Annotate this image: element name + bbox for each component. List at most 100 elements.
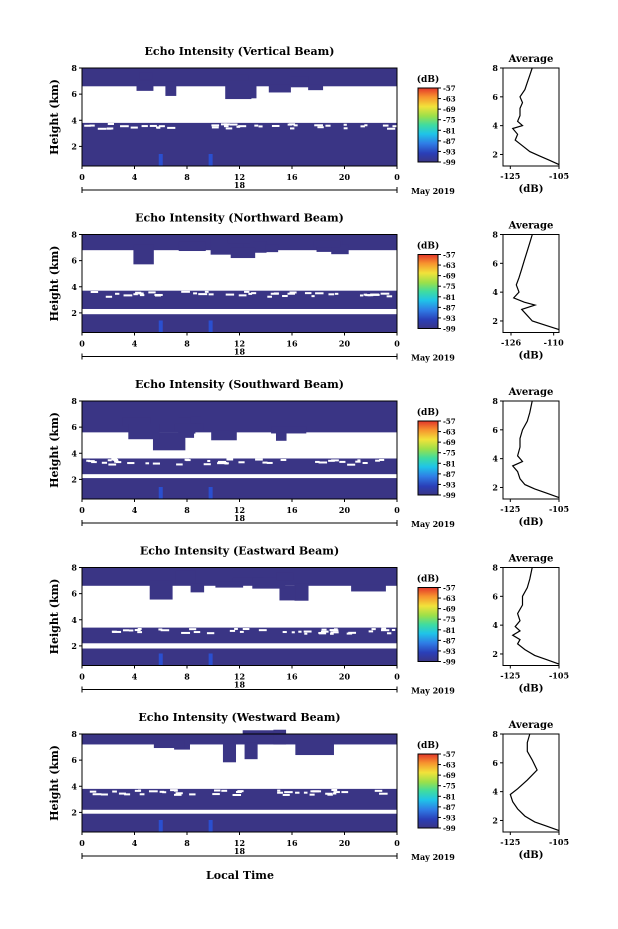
echo-band bbox=[82, 314, 397, 333]
echo-gap bbox=[333, 791, 340, 794]
echo-gap bbox=[238, 125, 247, 128]
x-tick-label: 4 bbox=[132, 339, 138, 349]
colorbar-tick-label: -75 bbox=[443, 782, 456, 791]
echo-gap bbox=[128, 629, 134, 632]
colorbar-tick-label: -75 bbox=[443, 615, 456, 624]
echo-gap bbox=[333, 628, 338, 631]
echo-gap bbox=[137, 631, 143, 634]
echo-gap bbox=[315, 292, 324, 295]
echo-patch bbox=[244, 740, 258, 760]
echo-gap bbox=[217, 462, 225, 465]
colorbar-tick-label: -99 bbox=[443, 325, 456, 334]
y-tick-label: 6 bbox=[71, 89, 77, 99]
colorbar-tick-label: -69 bbox=[443, 105, 456, 114]
echo-gap bbox=[318, 461, 328, 464]
echo-gap bbox=[327, 793, 333, 796]
y-tick-label: 2 bbox=[71, 807, 77, 817]
avg-x-tick-label: -125 bbox=[500, 171, 520, 181]
avg-y-tick-label: 8 bbox=[492, 729, 498, 739]
echo-patch bbox=[233, 734, 260, 743]
echo-gap bbox=[220, 123, 230, 126]
avg-x-tick-label: -105 bbox=[549, 671, 569, 681]
echo-gap bbox=[204, 290, 209, 293]
colorbar-tick-label: -69 bbox=[443, 272, 456, 281]
echo-gap bbox=[181, 290, 190, 293]
echo-gap bbox=[360, 125, 365, 128]
echo-patch bbox=[133, 244, 154, 265]
echo-gap bbox=[357, 459, 361, 462]
date-day: 18 bbox=[234, 846, 246, 856]
colorbar-tick-label: -81 bbox=[443, 459, 456, 468]
echo-band bbox=[82, 813, 397, 832]
average-frame bbox=[502, 67, 560, 167]
echo-gap bbox=[225, 127, 233, 130]
echo-gap bbox=[105, 295, 113, 298]
date-day: 18 bbox=[234, 180, 246, 190]
echo-gap bbox=[339, 460, 346, 463]
echo-gap bbox=[185, 459, 191, 462]
echo-gap bbox=[211, 126, 219, 129]
colorbar-tick-label: -57 bbox=[443, 750, 456, 759]
date-day: 18 bbox=[234, 347, 246, 357]
echo-gap bbox=[258, 125, 263, 128]
echo-gap bbox=[120, 125, 129, 128]
echo-gap bbox=[158, 125, 165, 128]
date-day: 18 bbox=[234, 680, 246, 690]
colorbar-tick-label: -57 bbox=[443, 251, 456, 260]
average-profile-line bbox=[511, 400, 560, 499]
echo-patch bbox=[276, 572, 294, 581]
x-tick-label: 20 bbox=[339, 505, 351, 515]
average-profile-line bbox=[511, 67, 560, 166]
panel-title: Echo Intensity (Westward Beam) bbox=[138, 711, 340, 724]
echo-gap bbox=[139, 793, 145, 796]
echo-band bbox=[82, 627, 397, 644]
echo-patch bbox=[295, 736, 334, 756]
echo-patch bbox=[149, 580, 173, 600]
echo-gap bbox=[391, 628, 396, 631]
echo-gap bbox=[134, 789, 141, 792]
echo-patch bbox=[230, 247, 256, 259]
echo-gap bbox=[328, 293, 335, 296]
echo-gap bbox=[130, 126, 138, 129]
echo-gap bbox=[304, 632, 308, 635]
x-tick-label: 0 bbox=[394, 172, 400, 182]
echo-gap bbox=[311, 295, 315, 298]
echo-gap bbox=[325, 124, 331, 127]
echo-patch bbox=[152, 432, 186, 451]
echo-gap bbox=[380, 292, 390, 295]
echo-gap bbox=[162, 791, 167, 794]
echo-gap bbox=[90, 291, 99, 294]
echo-gap bbox=[248, 292, 253, 295]
echo-gap bbox=[124, 793, 131, 796]
echo-strong bbox=[158, 320, 163, 333]
avg-x-tick-label: -110 bbox=[544, 338, 564, 348]
echo-gap bbox=[298, 630, 302, 633]
echo-gap bbox=[329, 629, 337, 632]
average-xlabel: (dB) bbox=[519, 351, 544, 362]
echo-gap bbox=[330, 631, 339, 634]
avg-y-tick-label: 2 bbox=[492, 149, 498, 159]
echo-patch bbox=[308, 84, 324, 91]
echo-gap bbox=[242, 628, 250, 631]
echo-gap bbox=[118, 792, 126, 795]
colorbar-tick-label: -99 bbox=[443, 491, 456, 500]
echo-gap bbox=[214, 789, 221, 792]
echo-gap bbox=[238, 294, 247, 297]
echo-gap bbox=[379, 458, 385, 461]
y-tick-label: 6 bbox=[71, 256, 77, 266]
average-frame bbox=[502, 567, 560, 666]
avg-y-tick-label: 8 bbox=[492, 63, 498, 73]
y-tick-label: 6 bbox=[71, 422, 77, 432]
echo-gap bbox=[92, 793, 102, 796]
colorbar-tick-label: -81 bbox=[443, 792, 456, 801]
x-tick-label: 4 bbox=[132, 505, 138, 515]
colorbar-tick-label: -75 bbox=[443, 282, 456, 291]
average-xlabel: (dB) bbox=[519, 184, 544, 195]
date-label: May 2019 bbox=[411, 186, 455, 196]
echo-gap bbox=[277, 789, 281, 792]
x-axis-label: Local Time bbox=[206, 869, 274, 882]
echo-gap bbox=[91, 461, 97, 464]
avg-y-tick-label: 6 bbox=[492, 258, 498, 268]
echo-gap bbox=[203, 463, 211, 466]
echo-gap bbox=[293, 124, 298, 127]
